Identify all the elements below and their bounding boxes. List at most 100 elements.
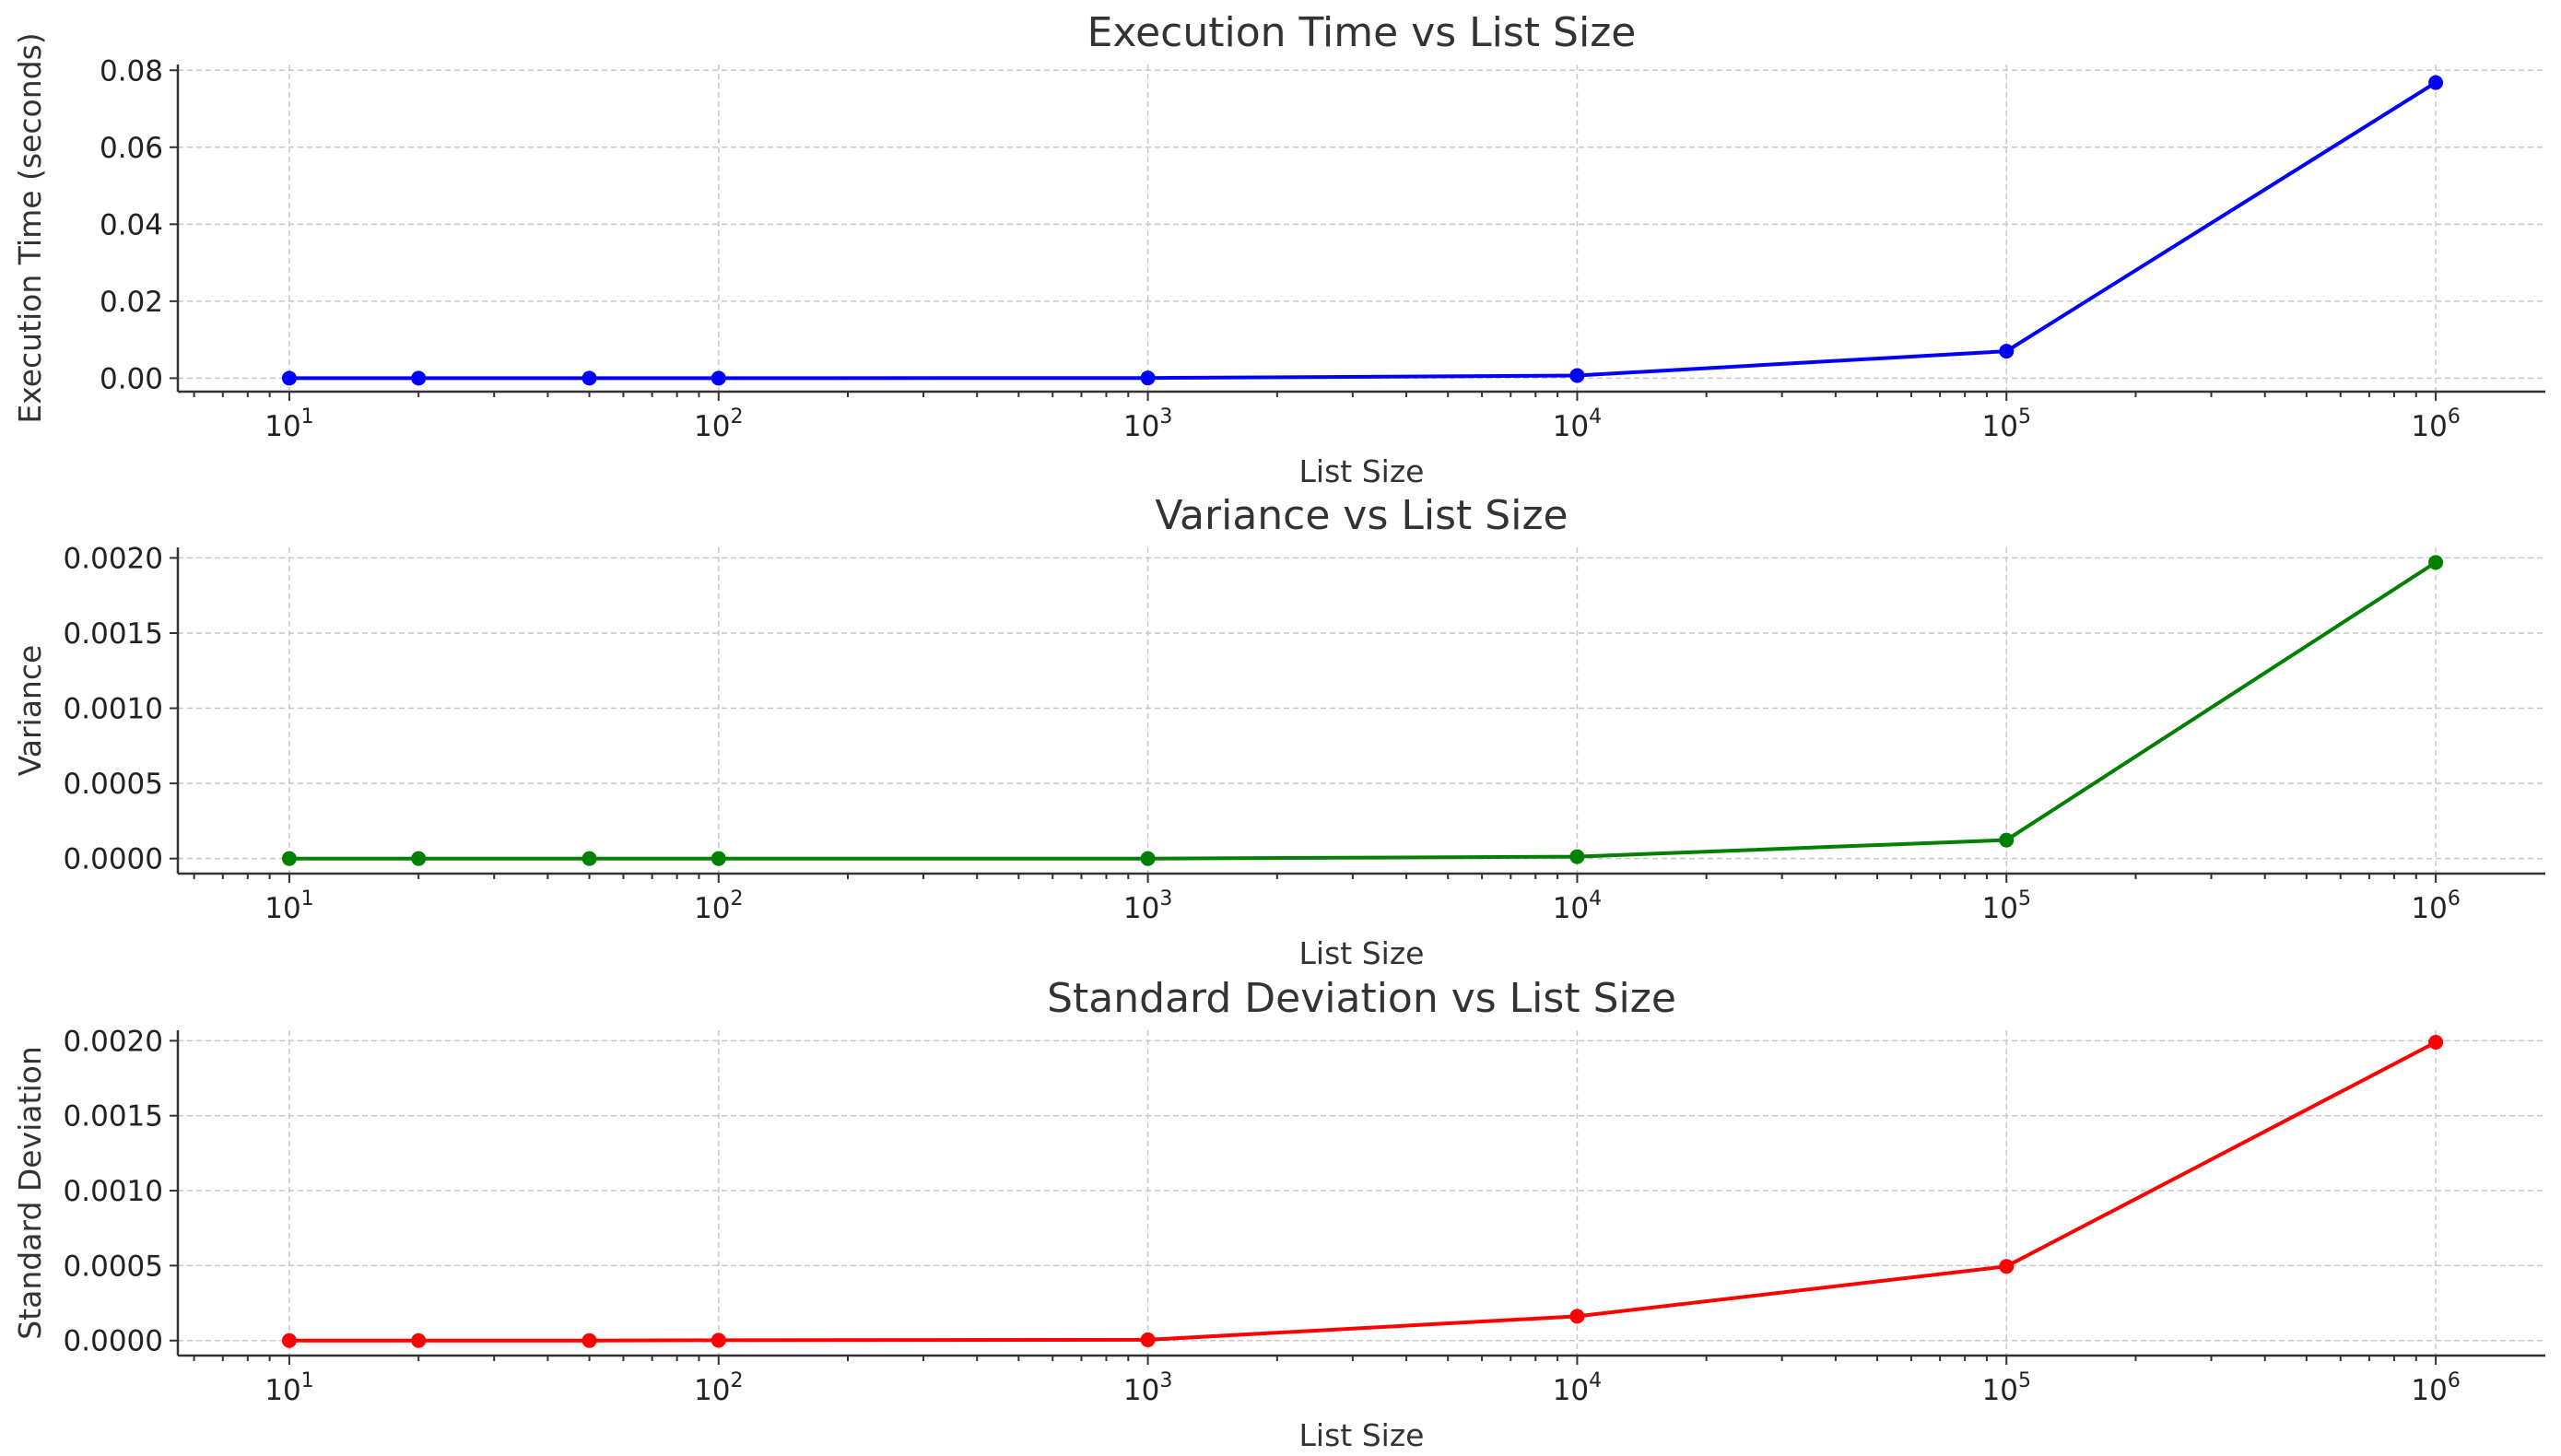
x-tick-label: 101 [264,887,313,925]
x-tick-base: 10 [694,410,730,443]
x-axis-label: List Size [1299,935,1425,971]
x-tick-label: 105 [1982,1369,2031,1407]
x-tick-base: 10 [1553,1374,1589,1407]
y-axis-label: Standard Deviation [12,1046,48,1339]
x-tick-label: 106 [2411,1369,2460,1407]
y-tick-label: 0.0000 [64,843,163,876]
x-tick-base: 10 [264,892,300,925]
data-point [582,370,597,386]
x-tick-label: 101 [264,405,313,443]
data-point [281,1333,297,1348]
x-tick-label: 103 [1123,887,1172,925]
series-line [288,80,2438,381]
data-point [1569,368,1585,383]
chart-title: Standard Deviation vs List Size [1047,975,1676,1022]
y-axis-label: Variance [12,645,48,777]
x-tick-exponent: 6 [2448,1369,2461,1392]
x-tick-base: 10 [264,410,300,443]
data-point [711,1333,726,1348]
x-tick-base: 10 [264,1374,300,1407]
series-line [288,560,2438,861]
x-tick-exponent: 6 [2448,405,2461,429]
x-tick-label: 104 [1553,887,1602,925]
data-point [2428,75,2444,90]
x-tick-base: 10 [2411,892,2447,925]
data-point [1999,832,2015,848]
y-tick-label: 0.0005 [64,1250,163,1283]
x-tick-exponent: 4 [1589,887,1602,910]
x-tick-base: 10 [1123,1374,1159,1407]
y-tick-label: 0.0010 [64,693,163,726]
x-tick-base: 10 [1553,410,1589,443]
x-tick-exponent: 1 [301,887,314,910]
data-point [2428,555,2444,570]
data-point [1140,370,1156,386]
x-tick-exponent: 2 [731,405,744,429]
y-tick-label: 0.0015 [64,617,163,651]
data-point [411,1333,427,1348]
x-tick-exponent: 3 [1159,405,1172,429]
data-point [1140,1332,1156,1347]
x-tick-label: 106 [2411,405,2460,443]
x-tick-label: 104 [1553,405,1602,443]
x-tick-base: 10 [1982,1374,2018,1407]
y-tick-label: 0.0020 [64,1025,163,1058]
x-tick-label: 102 [694,887,743,925]
x-tick-exponent: 1 [301,405,314,429]
x-tick-base: 10 [694,892,730,925]
data-point [1569,849,1585,864]
data-point [281,851,297,866]
y-tick-label: 0.06 [100,132,163,165]
x-tick-label: 102 [694,1369,743,1407]
y-axis-label: Execution Time (seconds) [12,32,48,423]
chart-title: Variance vs List Size [1155,492,1568,539]
x-tick-base: 10 [2411,1374,2447,1407]
data-point [582,1333,597,1348]
data-point [411,370,427,386]
x-tick-exponent: 5 [2018,1369,2031,1392]
data-point [1999,1259,2015,1274]
x-tick-exponent: 2 [731,1369,744,1392]
x-tick-label: 101 [264,1369,313,1407]
x-tick-label: 105 [1982,887,2031,925]
x-tick-exponent: 5 [2018,405,2031,429]
data-point [1999,344,2015,359]
x-tick-exponent: 1 [301,1369,314,1392]
x-tick-base: 10 [1553,892,1589,925]
data-point [711,370,726,386]
data-point [281,370,297,386]
x-tick-label: 104 [1553,1369,1602,1407]
data-point [1569,1309,1585,1324]
y-tick-label: 0.00 [100,362,163,395]
x-tick-label: 105 [1982,405,2031,443]
x-tick-exponent: 4 [1589,1369,1602,1392]
data-point [411,851,427,866]
data-point [711,851,726,866]
x-tick-label: 102 [694,405,743,443]
data-point [1140,851,1156,866]
x-tick-base: 10 [1123,892,1159,925]
x-tick-exponent: 2 [731,887,744,910]
x-tick-exponent: 5 [2018,887,2031,910]
data-point [2428,1035,2444,1051]
x-tick-exponent: 3 [1159,887,1172,910]
x-tick-label: 106 [2411,887,2460,925]
x-tick-base: 10 [694,1374,730,1407]
y-tick-label: 0.0015 [64,1100,163,1133]
x-tick-label: 103 [1123,1369,1172,1407]
x-axis-label: List Size [1299,1417,1425,1453]
x-tick-base: 10 [1982,892,2018,925]
x-tick-base: 10 [1982,410,2018,443]
y-tick-label: 0.0000 [64,1325,163,1358]
y-tick-label: 0.04 [100,208,163,241]
x-axis-label: List Size [1299,453,1425,489]
y-tick-label: 0.0010 [64,1175,163,1208]
x-tick-exponent: 4 [1589,405,1602,429]
x-tick-base: 10 [1123,410,1159,443]
x-tick-base: 10 [2411,410,2447,443]
x-tick-label: 103 [1123,405,1172,443]
